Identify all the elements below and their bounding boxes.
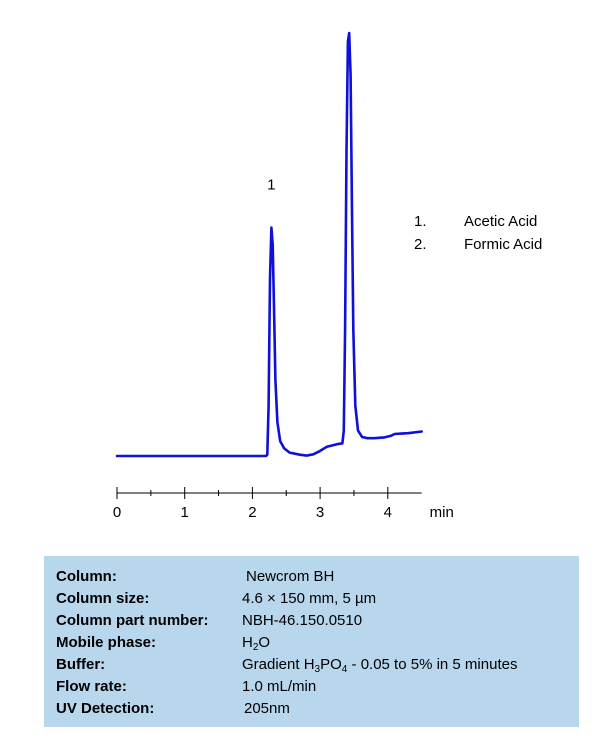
condition-part-number: Column part number: NBH-46.150.0510: [56, 610, 567, 632]
condition-buffer: Buffer: Gradient H3PO4 - 0.05 to 5% in 5 …: [56, 654, 567, 676]
condition-value: NBH-46.150.0510: [242, 612, 363, 629]
x-tick-label: 4: [384, 504, 392, 521]
formula-subscript: 2: [252, 642, 259, 653]
x-axis-label: min: [430, 504, 454, 521]
condition-value: 4.6 × 150 mm, 5 µm: [242, 590, 377, 607]
method-conditions-panel: Column: Newcrom BH Column size: 4.6 × 150 …: [44, 556, 579, 727]
chromatogram-trace: [115, 31, 423, 458]
legend-number: 2.: [414, 236, 427, 253]
condition-column: Column: Newcrom BH: [56, 566, 567, 588]
legend-item-1: 1. Acetic Acid: [414, 210, 542, 233]
x-tick-label: 3: [316, 504, 324, 521]
formula-part: H: [242, 634, 253, 651]
plot-layer: 01234min12: [113, 31, 454, 521]
legend-number: 1.: [414, 213, 427, 230]
formula-subscript: 4: [341, 664, 348, 675]
x-tick-label: 1: [181, 504, 189, 521]
condition-value: H2O: [242, 632, 270, 654]
condition-flow-rate: Flow rate: 1.0 mL/min: [56, 676, 567, 698]
condition-value: 205nm: [244, 700, 290, 717]
condition-label: Buffer:: [56, 656, 106, 673]
formula-part: O: [258, 634, 271, 651]
legend-compound-name: Formic Acid: [464, 236, 543, 253]
x-tick-label: 0: [113, 504, 121, 521]
chromatogram-chart: 01234min12: [113, 31, 454, 521]
peak-label: 1: [267, 177, 275, 194]
legend-compound-name: Acetic Acid: [464, 213, 538, 230]
condition-label: Column size:: [56, 590, 150, 607]
condition-label: Column:: [56, 568, 117, 585]
peak-legend: 1. Acetic Acid 2. Formic Acid: [414, 210, 542, 256]
condition-value: 1.0 mL/min: [242, 678, 317, 695]
condition-uv-detection: UV Detection: 205nm: [56, 698, 567, 720]
formula-part: Gradient H: [242, 656, 315, 673]
condition-label: Mobile phase:: [56, 634, 157, 651]
condition-mobile-phase: Mobile phase: H2O: [56, 632, 567, 654]
condition-column-size: Column size: 4.6 × 150 mm, 5 µm: [56, 588, 567, 610]
x-tick-label: 2: [248, 504, 256, 521]
condition-value: Newcrom BH: [246, 568, 335, 585]
condition-label: UV Detection:: [56, 700, 155, 717]
formula-part: PO: [320, 656, 342, 673]
formula-subscript: 3: [314, 664, 321, 675]
condition-label: Flow rate:: [56, 678, 127, 695]
legend-item-2: 2. Formic Acid: [414, 233, 542, 256]
condition-label: Column part number:: [56, 612, 209, 629]
condition-value: Gradient H3PO4 - 0.05 to 5% in 5 minutes: [242, 654, 517, 676]
formula-part: - 0.05 to 5% in 5 minutes: [347, 656, 518, 673]
